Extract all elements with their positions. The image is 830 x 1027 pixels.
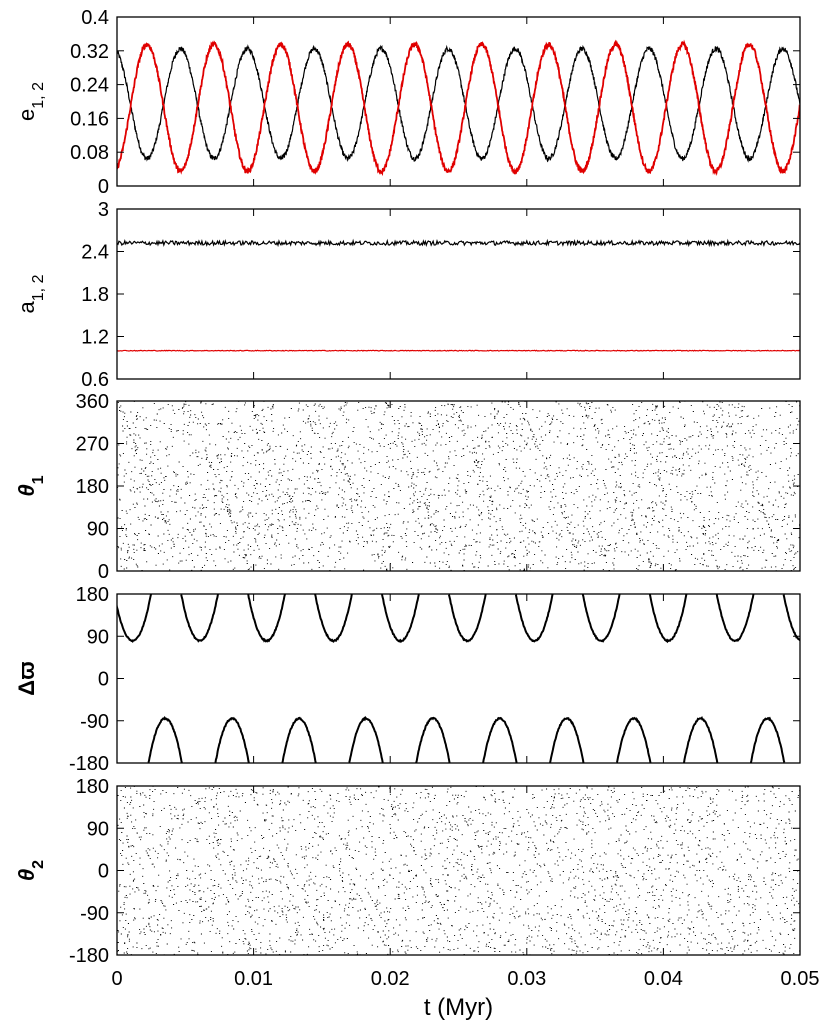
y-axis-label: Δϖ [14,661,39,695]
y-tick-label: 360 [76,391,109,413]
theta2-points [117,786,800,955]
panel-frame-3 [116,400,801,572]
y-tick-label: 90 [87,519,109,541]
y-tick-label: -180 [69,753,109,775]
a-series-2 [117,349,800,352]
e-series-1 [117,44,800,163]
y-tick-label: 1.2 [81,327,109,349]
plot-area-2 [117,238,800,352]
x-tick-label: 0.03 [507,968,546,990]
plot-area-3 [117,401,800,571]
y-tick-label: 270 [76,434,109,456]
e-series-2 [117,39,800,177]
plot-area-4 [117,594,800,763]
y-tick-label: 0.4 [81,7,109,29]
x-tick-label: 0.01 [234,968,273,990]
y-tick-label: 0.32 [70,41,109,63]
y-tick-label: 180 [76,476,109,498]
a-series-1 [117,238,800,248]
y-tick-label: 0.6 [81,369,109,391]
delta-varpi-series [117,594,800,763]
y-axis-label: e1, 2 [14,82,47,121]
y-tick-label: 90 [87,818,109,840]
x-axis-label: t (Myr) [424,994,493,1021]
y-tick-label: 0.08 [70,142,109,164]
y-tick-label: 1.8 [81,284,109,306]
panel-3: 0 90 180 270 360 θ1 [14,391,801,583]
panel-5: -180 -90 0 90 180 θ2 [14,776,801,967]
panel-1: 0 0.08 0.16 0.24 0.32 0.4 e1, 2 [14,7,801,198]
panel-frame-1 [116,16,801,187]
theta1-points [117,401,800,571]
panel-4: -180 -90 0 90 180 Δϖ [14,584,801,775]
y-tick-label: 180 [76,584,109,606]
y-tick-label: 2.4 [81,242,109,264]
y-tick-label: 0 [98,861,109,883]
plot-area-1 [117,39,800,177]
y-tick-label: 0.24 [70,75,109,97]
y-axis-label: a1, 2 [14,274,47,313]
y-tick-label: 0 [98,561,109,583]
x-tick-label: 0.02 [371,968,410,990]
y-tick-label: 3 [98,199,109,221]
plot-area-5 [117,786,800,955]
y-tick-label: -90 [80,711,109,733]
x-tick-label: 0.04 [644,968,683,990]
y-axis-label: θ2 [14,860,47,881]
y-tick-label: 180 [76,776,109,798]
panel-frame-5 [116,785,801,956]
panel-2: 0.6 1.2 1.8 2.4 3 a1, 2 [14,199,801,391]
panel-frame-4 [116,593,801,764]
y-axis-label: θ1 [14,475,47,496]
panel-frame-2 [116,208,801,380]
y-tick-label: -90 [80,903,109,925]
y-tick-label: -180 [69,945,109,967]
x-tick-label: 0 [111,968,122,990]
y-tick-label: 90 [87,626,109,648]
y-tick-label: 0.16 [70,108,109,130]
x-tick-label: 0.05 [781,968,820,990]
y-tick-label: 0 [98,176,109,198]
y-tick-label: 0 [98,669,109,691]
